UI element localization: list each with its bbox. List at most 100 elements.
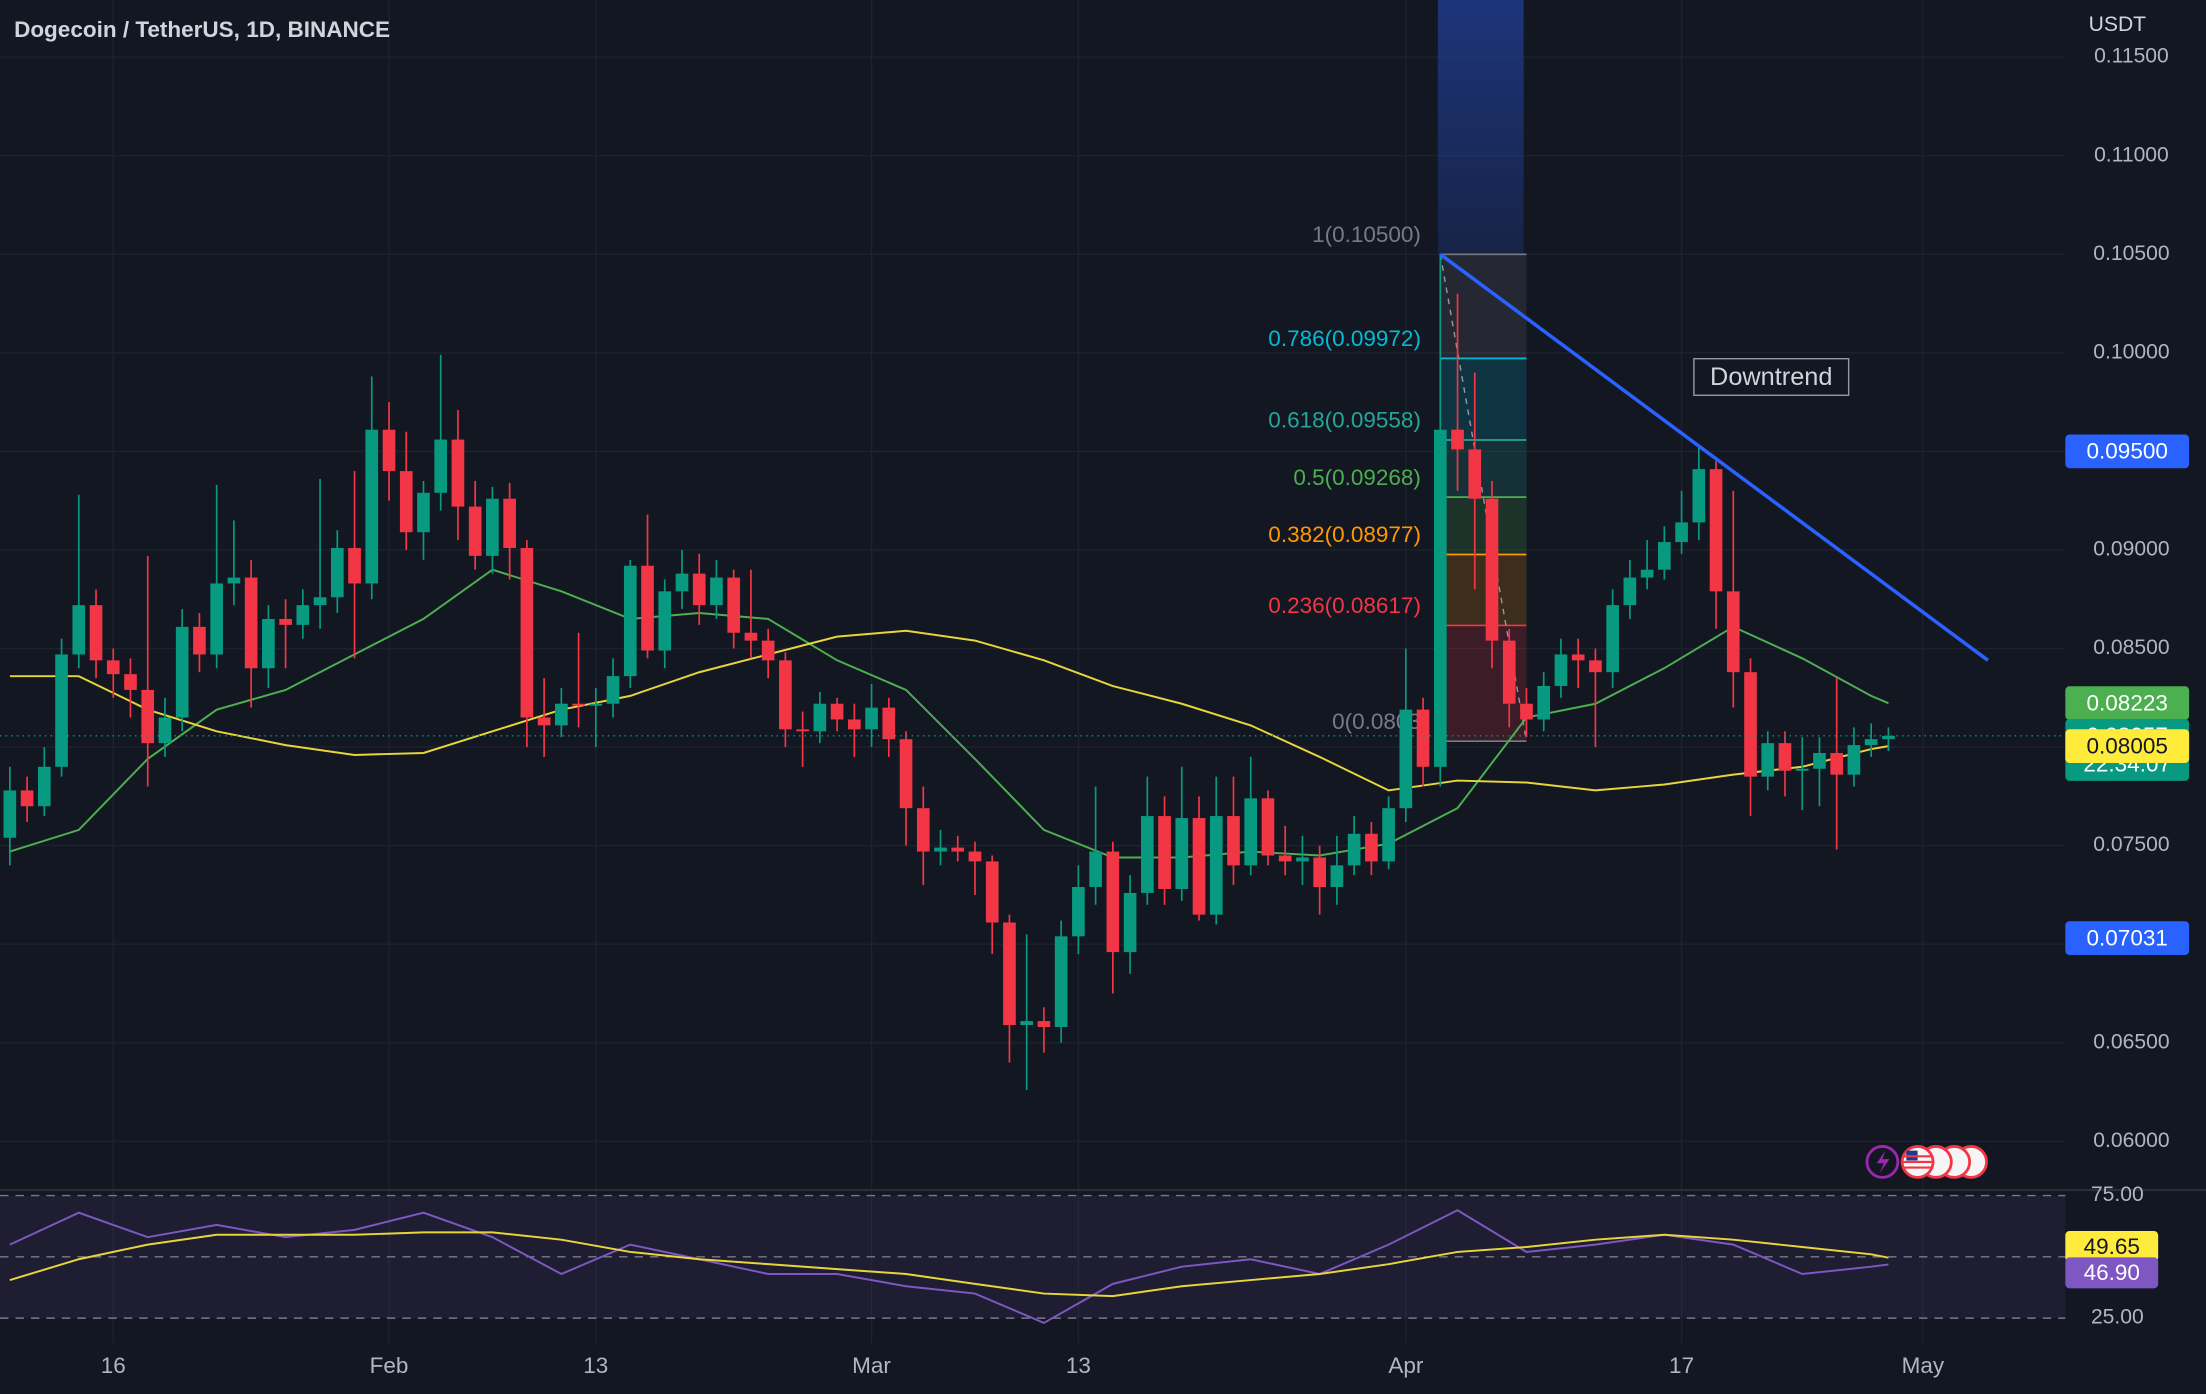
candle-body <box>796 729 809 732</box>
candle-body <box>1192 818 1206 915</box>
x-tick-label: Apr <box>1388 1353 1424 1378</box>
candle-body <box>934 847 947 852</box>
candle-body <box>382 429 396 472</box>
candle-body <box>1692 469 1706 523</box>
candle-body <box>1640 569 1654 578</box>
candle-body <box>1571 654 1585 661</box>
candle-body <box>1399 709 1413 809</box>
date-range-highlight <box>1437 0 1524 255</box>
candle-body <box>555 703 568 726</box>
chart-title: Dogecoin / TetherUS, 1D, BINANCE <box>14 17 390 42</box>
candle-body <box>55 654 68 767</box>
x-tick-label: 13 <box>1066 1353 1091 1378</box>
candle-body <box>434 439 448 493</box>
candle-body <box>1709 469 1723 592</box>
candle-body <box>1365 833 1378 862</box>
candle-body <box>89 605 103 661</box>
grid <box>0 0 2066 1344</box>
fib-band <box>1440 554 1527 626</box>
candle-body <box>830 703 844 720</box>
candle-body <box>313 597 327 606</box>
candle-body <box>1037 1021 1051 1027</box>
x-tick-label: 17 <box>1669 1353 1694 1378</box>
price-label: 0.08223 <box>2087 690 2168 715</box>
candle-body <box>1726 591 1740 673</box>
price-label: 0.08005 <box>2087 733 2168 758</box>
candle-body <box>124 674 137 690</box>
y-tick-label: 0.10500 <box>2093 242 2169 265</box>
candle-body <box>899 739 913 809</box>
candle-body <box>813 703 827 732</box>
fib-label: 1(0.10500) <box>1312 222 1421 247</box>
candle-body <box>675 573 689 592</box>
candle-body <box>417 492 430 533</box>
price-label: 0.07031 <box>2087 925 2168 950</box>
candle-body <box>1882 735 1895 740</box>
rsi-label: 46.90 <box>2084 1260 2140 1285</box>
candle-body <box>1054 936 1068 1027</box>
price-label: 0.09500 <box>2087 439 2168 464</box>
candle-body <box>916 808 930 852</box>
candle-body <box>227 577 241 584</box>
x-tick-label: Mar <box>852 1353 891 1378</box>
candle-body <box>589 703 603 706</box>
candle-body <box>1589 660 1602 673</box>
candle-body <box>951 847 965 852</box>
y-tick-label: 0.06500 <box>2093 1030 2169 1053</box>
rsi-line <box>9 1209 1889 1325</box>
candle-body <box>468 506 482 556</box>
y-tick-label: 0.10000 <box>2093 340 2169 363</box>
candle-body <box>1175 818 1189 890</box>
candle-body <box>1416 709 1430 767</box>
icon <box>1876 1150 1890 1174</box>
candle-body <box>1278 855 1292 862</box>
rsi-line <box>9 1231 1889 1298</box>
candle-body <box>848 719 861 730</box>
candle-body <box>365 429 379 584</box>
candle-body <box>193 626 206 655</box>
candle-body <box>1296 857 1309 862</box>
rsi-panel <box>0 1194 2066 1325</box>
candle-body <box>3 790 17 838</box>
candle-body <box>279 618 292 625</box>
rsi-label: 49.65 <box>2084 1234 2140 1259</box>
candle-body <box>1761 743 1775 777</box>
candle-body <box>1313 857 1326 888</box>
moving-averages <box>9 568 1889 859</box>
candle-body <box>606 676 620 704</box>
candle-body <box>1020 1021 1034 1026</box>
candle-body <box>1347 833 1361 866</box>
icon <box>1903 1155 1932 1169</box>
candle-body <box>882 707 896 740</box>
candle-body <box>210 583 223 655</box>
candle-body <box>1433 429 1447 767</box>
fib-band <box>1440 358 1527 440</box>
candle-body <box>158 717 172 744</box>
candle-body <box>1485 498 1499 641</box>
candle-body <box>1778 743 1792 771</box>
currency-label: USDT <box>2089 13 2147 36</box>
candle-body <box>20 790 34 807</box>
candle-body <box>1502 640 1516 704</box>
event-icons <box>1865 1145 1988 1179</box>
candle-body <box>175 626 189 718</box>
candle-body <box>968 851 982 862</box>
candle-body <box>1623 577 1637 606</box>
candle-body <box>658 591 672 651</box>
y-tick-label: 0.06000 <box>2093 1129 2169 1152</box>
candle-body <box>1813 752 1826 769</box>
annotation: Downtrend <box>1710 363 1832 391</box>
fib-band <box>1440 497 1527 555</box>
candle-body <box>399 471 413 533</box>
price-label-box <box>2065 434 2190 469</box>
y-tick-label: 0.11000 <box>2094 143 2169 166</box>
rsi-label-box <box>2065 1257 2159 1289</box>
candle-body <box>744 632 758 641</box>
candle-body <box>1606 605 1619 673</box>
candle-body <box>1227 816 1240 866</box>
candle-body <box>348 547 361 584</box>
price-label-box <box>2065 686 2190 721</box>
candle-body <box>1830 752 1844 775</box>
candle-body <box>451 439 465 507</box>
